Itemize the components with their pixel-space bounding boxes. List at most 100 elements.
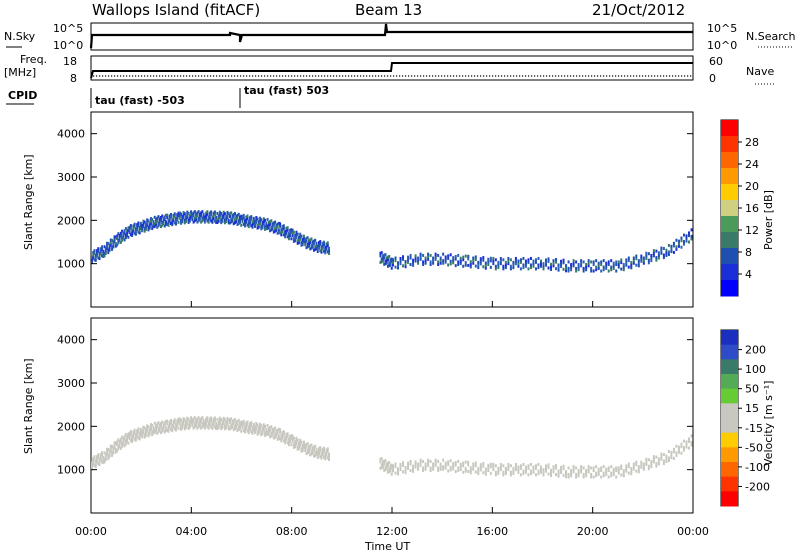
- velocity-data-point: [660, 455, 663, 459]
- power-data-point: [206, 219, 209, 223]
- power-data-point: [305, 239, 308, 243]
- power-data-point: [642, 259, 645, 263]
- power-data-point: [197, 216, 200, 220]
- power-data-point: [399, 259, 402, 263]
- velocity-data-point: [414, 460, 417, 464]
- power-data-point: [602, 259, 605, 263]
- velocity-data-point: [261, 432, 264, 436]
- velocity-data-point: [447, 469, 450, 473]
- power-data-point: [291, 228, 294, 232]
- power-data-point: [280, 233, 283, 237]
- power-data-point: [399, 256, 402, 260]
- velocity-data-point: [260, 433, 263, 437]
- power-data-point: [383, 253, 386, 257]
- power-data-point: [567, 260, 570, 264]
- power-data-point: [196, 214, 199, 218]
- power-data-point: [211, 218, 214, 222]
- velocity-data-point: [442, 467, 445, 471]
- velocity-colorbar-swatch: [721, 388, 738, 404]
- power-data-point: [156, 225, 159, 229]
- velocity-data-point: [297, 447, 300, 451]
- velocity-data-point: [277, 436, 280, 440]
- velocity-data-point: [412, 464, 415, 468]
- velocity-data-point: [459, 467, 462, 471]
- velocity-data-point: [565, 475, 568, 479]
- velocity-data-point: [565, 472, 568, 476]
- velocity-data-point: [101, 451, 104, 455]
- power-data-point: [409, 253, 412, 257]
- velocity-data-point: [319, 448, 322, 452]
- power-data-point: [217, 219, 220, 223]
- velocity-data-point: [290, 434, 293, 438]
- velocity-data-point: [289, 440, 292, 443]
- power-data-point: [320, 250, 323, 254]
- velocity-colorbar-swatch: [721, 344, 738, 360]
- power-data-point: [208, 211, 211, 215]
- power-data-point: [242, 222, 245, 226]
- power-data-point: [275, 223, 278, 227]
- power-data-point: [680, 239, 683, 243]
- velocity-data-point: [647, 467, 650, 471]
- power-data-point: [242, 213, 245, 217]
- power-data-point: [221, 214, 224, 218]
- power-data-point: [94, 256, 97, 260]
- velocity-data-point: [295, 441, 298, 445]
- velocity-data-point: [527, 464, 530, 468]
- power-data-point: [595, 259, 598, 263]
- power-data-point: [118, 239, 121, 243]
- power-data-point: [680, 236, 683, 240]
- velocity-data-point: [163, 430, 166, 434]
- power-data-point: [159, 216, 162, 220]
- power-data-point: [597, 264, 600, 268]
- velocity-data-point: [167, 427, 170, 431]
- power-frame: [90, 111, 694, 308]
- power-data-point: [545, 263, 548, 267]
- velocity-data-point: [142, 428, 145, 432]
- velocity-data-point: [197, 422, 200, 426]
- velocity-data-point: [650, 462, 653, 466]
- velocity-data-point: [141, 432, 144, 436]
- velocity-data-point: [141, 430, 144, 434]
- velocity-data-point: [427, 463, 430, 467]
- power-data-point: [108, 246, 111, 250]
- power-data-point: [271, 227, 274, 231]
- power-data-point: [171, 217, 174, 221]
- power-data-point: [163, 224, 166, 228]
- velocity-data-point: [162, 422, 165, 426]
- velocity-colorbar-swatch: [721, 359, 738, 375]
- power-data-point: [98, 254, 101, 258]
- power-data-point: [550, 265, 553, 269]
- velocity-data-point: [577, 474, 580, 478]
- velocity-data-point: [143, 426, 146, 430]
- power-data-point: [442, 252, 445, 256]
- velocity-data-point: [279, 428, 282, 432]
- power-data-point: [186, 213, 189, 217]
- power-data-point: [290, 230, 293, 234]
- velocity-data-point: [244, 430, 247, 434]
- velocity-data-point: [660, 452, 663, 456]
- power-data-point: [642, 256, 645, 260]
- velocity-data-point: [462, 461, 465, 465]
- velocity-data-point: [484, 467, 487, 471]
- velocity-data-point: [582, 466, 585, 470]
- velocity-data-point: [464, 469, 467, 473]
- power-data-point: [286, 235, 289, 239]
- power-data-point: [305, 237, 308, 241]
- velocity-data-point: [123, 444, 126, 448]
- power-data-point: [572, 264, 575, 268]
- power-data-point: [247, 225, 250, 229]
- power-data-point: [171, 220, 174, 224]
- velocity-data-point: [524, 468, 527, 472]
- power-data-point: [484, 266, 487, 270]
- velocity-data-point: [459, 462, 462, 466]
- velocity-data-point: [385, 467, 388, 471]
- velocity-data-point: [499, 468, 502, 472]
- power-data-point: [429, 253, 432, 257]
- velocity-data-point: [213, 425, 216, 429]
- velocity-data-point: [290, 443, 293, 447]
- velocity-data-point: [255, 424, 258, 428]
- power-data-point: [121, 236, 124, 240]
- velocity-colorbar-label: Velocity [m s⁻¹]: [762, 381, 775, 466]
- velocity-data-point: [404, 468, 407, 472]
- power-data-point: [216, 221, 219, 224]
